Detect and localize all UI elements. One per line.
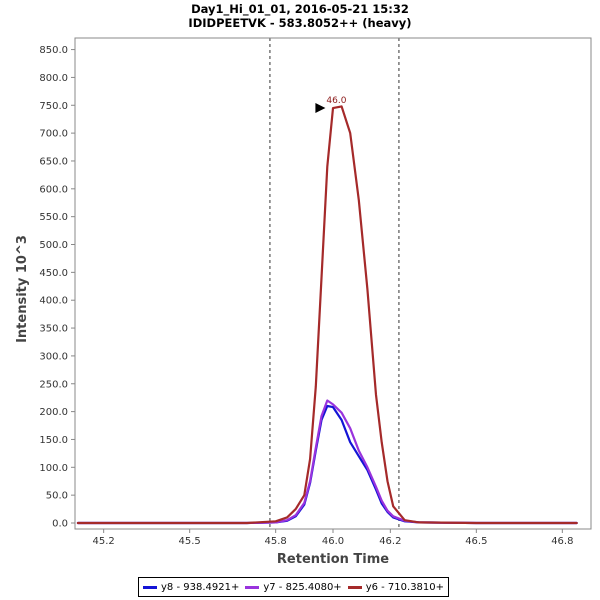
legend-swatch-y6 <box>347 585 362 589</box>
y-tick-label: 700.0 <box>39 129 68 140</box>
x-tick-label: 46.8 <box>551 536 573 547</box>
y-axis-title: Intensity 10^3 <box>15 235 30 343</box>
y-tick-label: 350.0 <box>39 324 68 335</box>
legend-swatch-y7 <box>245 585 260 589</box>
x-tick-label: 46.5 <box>465 536 487 547</box>
y-tick-label: 250.0 <box>39 379 68 390</box>
y-tick-label: 550.0 <box>39 212 68 223</box>
x-axis-ticks: 45.2 45.5 45.8 46.0 46.2 46.5 46.8 <box>93 529 573 547</box>
legend-item-y7: y7 - 825.4080+ <box>245 581 342 593</box>
legend-item-y8: y8 - 938.4921+ <box>143 582 239 593</box>
series-line-y6 <box>76 105 578 525</box>
y-tick-label: 450.0 <box>39 268 68 279</box>
x-tick-label: 45.2 <box>93 536 115 547</box>
series-line-y8 <box>76 404 578 525</box>
legend-label-y8: y8 - 938.4921+ <box>161 581 240 593</box>
peak-marker-group: 46.0 <box>315 96 347 114</box>
y-tick-label: 800.0 <box>39 73 68 84</box>
legend-swatch-y8 <box>143 585 157 589</box>
chart-title: Day1_Hi_01_01, 2016-05-21 15:32 <box>191 2 409 17</box>
x-tick-label: 46.2 <box>379 536 401 547</box>
y-tick-label: 150.0 <box>39 435 68 446</box>
y-tick-label: 300.0 <box>39 351 68 362</box>
y-tick-label: 600.0 <box>39 184 68 195</box>
plot-area-frame <box>74 37 592 530</box>
y-tick-label: 100.0 <box>39 463 68 474</box>
y-tick-label: 650.0 <box>39 156 68 167</box>
series-lines <box>76 105 578 525</box>
y-tick-label: 400.0 <box>39 296 68 307</box>
y-tick-label: 850.0 <box>39 45 68 56</box>
y-tick-label: 200.0 <box>39 407 68 418</box>
y-tick-label: 0.0 <box>52 519 68 530</box>
legend-label-y6: y6 - 710.3810+ <box>365 581 445 593</box>
peak-marker-triangle <box>315 103 326 114</box>
peak-boundaries <box>269 38 400 529</box>
x-tick-label: 46.0 <box>322 536 344 547</box>
chart-legend: y8 - 938.4921+ y7 - 825.4080+ y6 - 710.3… <box>138 577 450 597</box>
chart-subtitle: IDIDPEETVK - 583.8052++ (heavy) <box>188 16 411 30</box>
peak-rt-label: 46.0 <box>326 96 346 106</box>
series-line-y7 <box>76 399 578 525</box>
legend-item-y6: y6 - 710.3810+ <box>347 581 445 593</box>
x-axis-title: Retention Time <box>277 552 389 567</box>
y-tick-label: 50.0 <box>46 491 68 502</box>
y-tick-label: 750.0 <box>39 101 68 112</box>
x-tick-label: 45.8 <box>265 536 287 547</box>
y-tick-label: 500.0 <box>39 240 68 251</box>
x-tick-label: 45.5 <box>179 536 201 547</box>
y-axis-ticks: 0.0 50.0 100.0 150.0 200.0 250.0 300.0 350.0 400… <box>39 45 75 530</box>
legend-label-y7: y7 - 825.4080+ <box>263 581 342 593</box>
chromatogram-chart: Day1_Hi_01_01, 2016-05-21 15:32 IDIDPEET… <box>15 2 592 567</box>
